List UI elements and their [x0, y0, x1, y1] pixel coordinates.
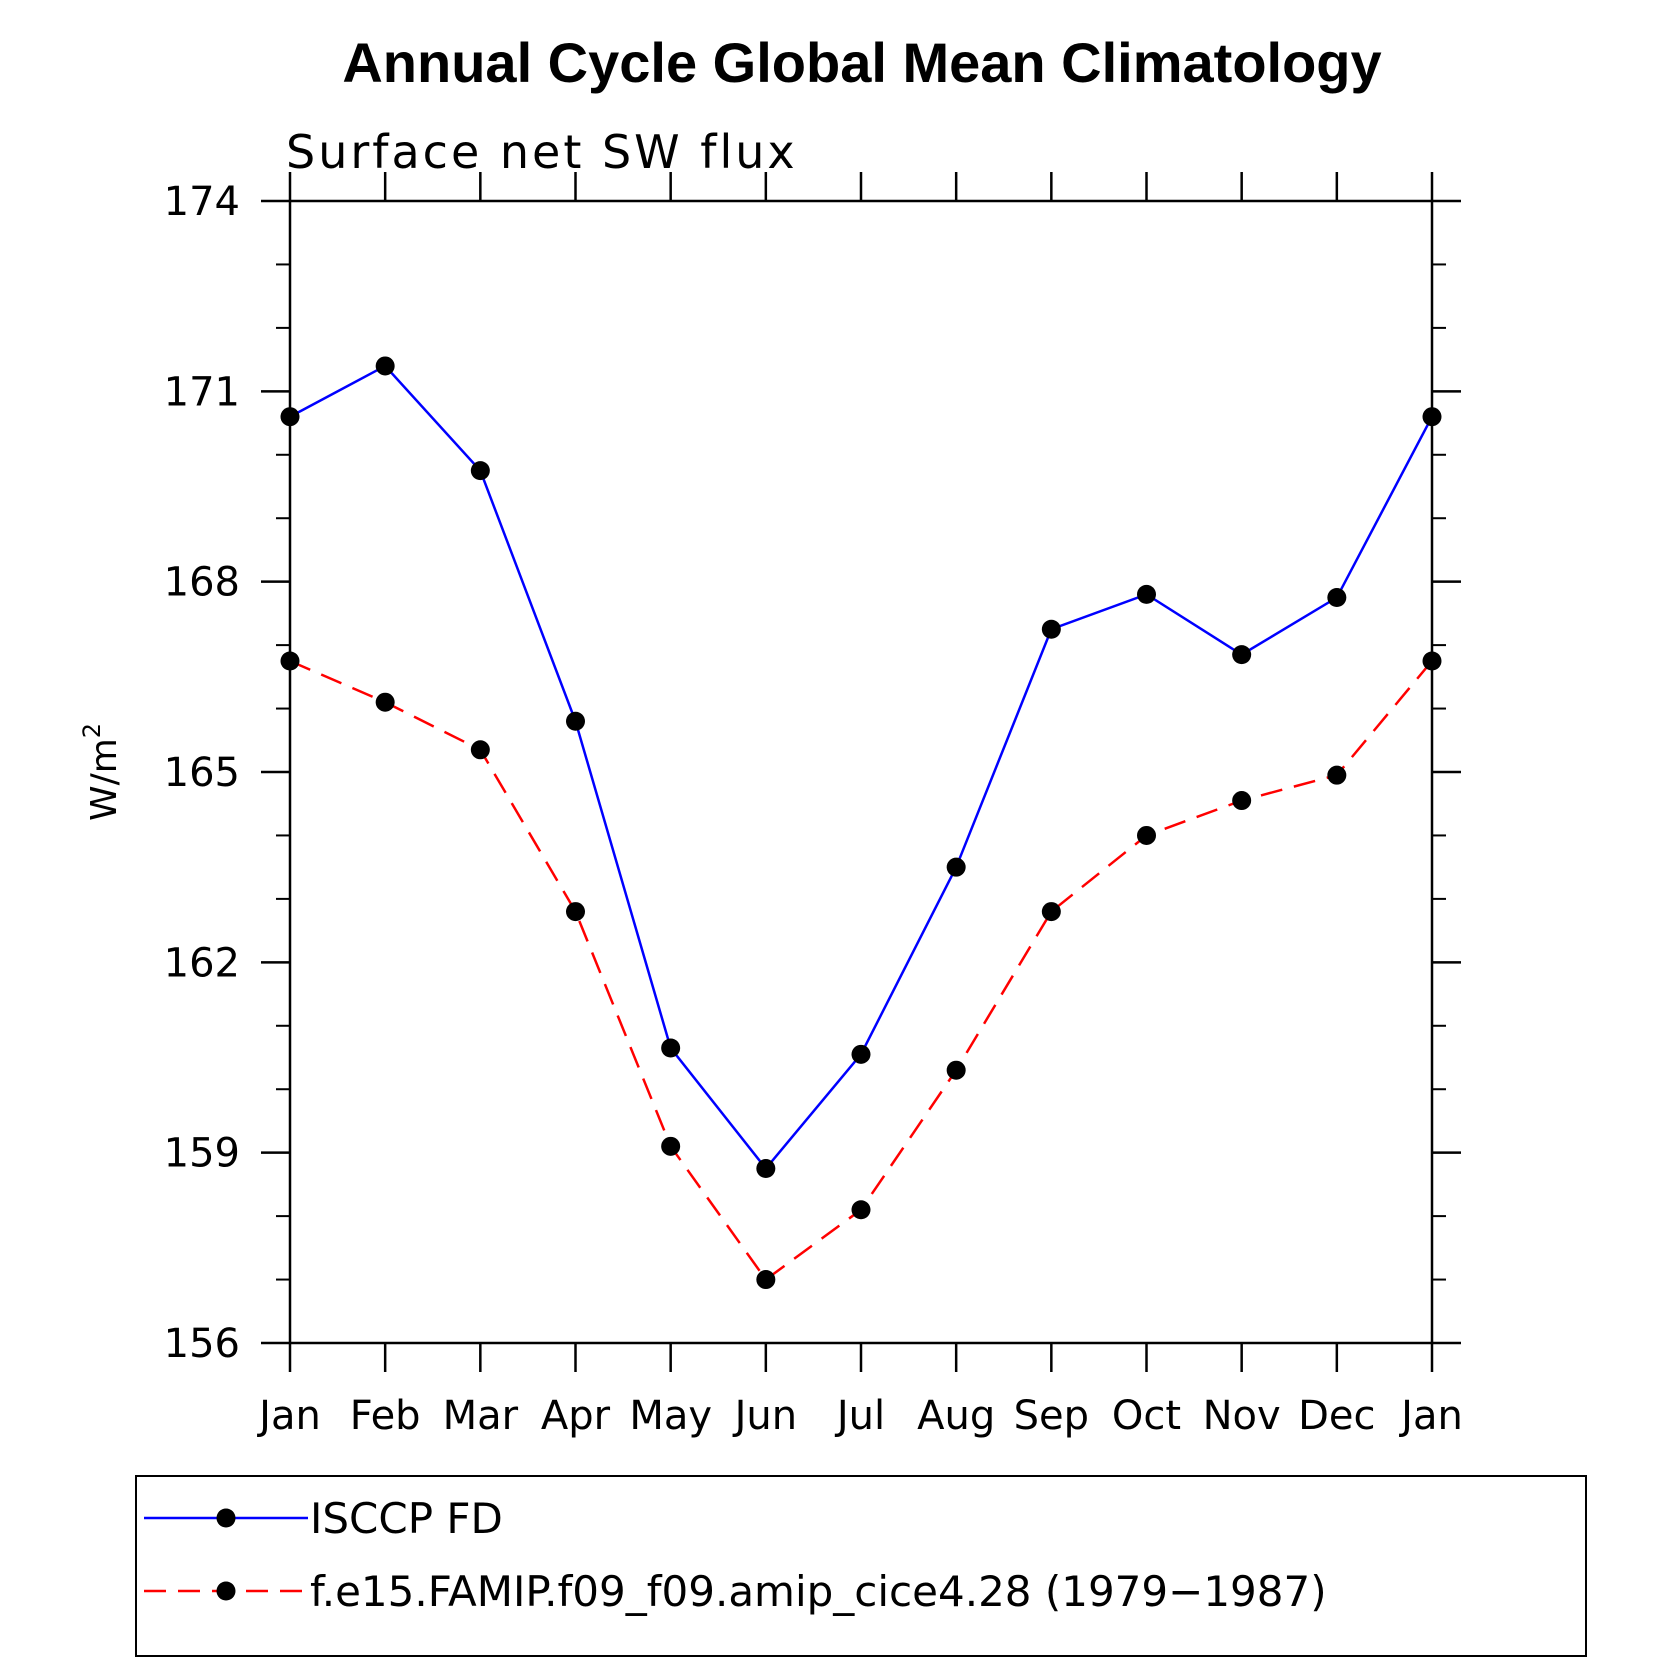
data-point-series-0 — [1422, 407, 1442, 427]
data-point-series-0 — [1137, 584, 1156, 604]
data-point-series-0 — [1041, 619, 1061, 639]
x-tick-label: May — [629, 1393, 712, 1439]
data-point-series-0 — [661, 1038, 681, 1058]
y-tick-label: 165 — [164, 750, 240, 796]
x-tick-label: Jan — [1398, 1393, 1463, 1439]
data-point-series-0 — [280, 407, 300, 427]
data-point-series-1 — [1422, 651, 1442, 671]
data-point-series-1 — [470, 740, 490, 760]
data-point-series-1 — [661, 1136, 681, 1156]
plot-area-frame — [288, 199, 1434, 1345]
data-point-series-0 — [566, 711, 585, 731]
y-tick-label: 168 — [164, 560, 240, 606]
chart-title: Annual Cycle Global Mean Climatology — [342, 31, 1381, 94]
x-tick-label: Mar — [443, 1393, 519, 1439]
x-tick-label: Nov — [1203, 1393, 1281, 1439]
data-point-series-0 — [1327, 588, 1347, 608]
series-layer — [280, 356, 1442, 1290]
data-point-series-0 — [375, 356, 395, 376]
legend-label: ISCCP FD — [310, 1494, 503, 1543]
x-tick-label: Jan — [256, 1393, 321, 1439]
data-point-series-1 — [375, 692, 395, 712]
y-tick-label: 171 — [164, 369, 240, 415]
data-point-series-0 — [851, 1044, 871, 1064]
x-tick-label: Sep — [1014, 1393, 1089, 1439]
data-point-series-0 — [756, 1159, 776, 1179]
y-tick-label: 156 — [164, 1321, 240, 1367]
y-tick-label: 162 — [164, 940, 240, 986]
data-point-series-0 — [470, 461, 490, 481]
y-tick-label: 174 — [164, 179, 240, 225]
legend-swatch-marker — [216, 1508, 236, 1528]
data-point-series-1 — [1232, 791, 1252, 811]
x-tick-label: Jun — [732, 1393, 798, 1439]
x-tick-label: Apr — [541, 1393, 611, 1439]
x-tick-label: Oct — [1112, 1393, 1181, 1439]
data-point-series-1 — [1137, 825, 1156, 845]
x-tick-label: Aug — [917, 1393, 995, 1439]
x-tick-label: Dec — [1298, 1393, 1375, 1439]
data-point-series-1 — [756, 1270, 776, 1290]
data-point-series-1 — [851, 1200, 871, 1220]
legend-label: f.e15.FAMIP.f09_f09.amip_cice4.28 (1979−… — [310, 1567, 1327, 1616]
legend: ISCCP FD f.e15.FAMIP.f09_f09.amip_cice4.2… — [135, 1475, 1587, 1657]
data-point-series-0 — [1232, 645, 1252, 665]
data-point-series-1 — [1041, 902, 1061, 922]
y-axis-label-text: W/m — [84, 738, 125, 821]
chart-subtitle: Surface net SW flux — [286, 125, 798, 179]
legend-box — [135, 1475, 1587, 1657]
svg-text:W/m2: W/m2 — [78, 723, 125, 821]
x-tick-label: Jul — [834, 1393, 885, 1439]
series-line-1 — [289, 659, 1433, 1282]
data-point-series-0 — [946, 857, 966, 877]
data-point-series-1 — [946, 1060, 966, 1080]
y-tick-label: 159 — [164, 1131, 240, 1177]
axes: Jan Feb Mar Apr May Jun Jul Aug Sep Oct Nov Dec Jan 1… — [164, 172, 1463, 1439]
legend-entries: ISCCP FD f.e15.FAMIP.f09_f09.amip_cice4.2… — [144, 1494, 1327, 1616]
x-tick-label: Feb — [350, 1393, 421, 1439]
data-point-series-1 — [566, 902, 585, 922]
y-axis-label-superscript: 2 — [78, 723, 106, 738]
data-point-series-1 — [1327, 765, 1347, 785]
y-axis-label: W/m2 — [78, 723, 125, 821]
legend-swatch-marker — [216, 1581, 236, 1601]
data-point-series-1 — [280, 651, 300, 671]
